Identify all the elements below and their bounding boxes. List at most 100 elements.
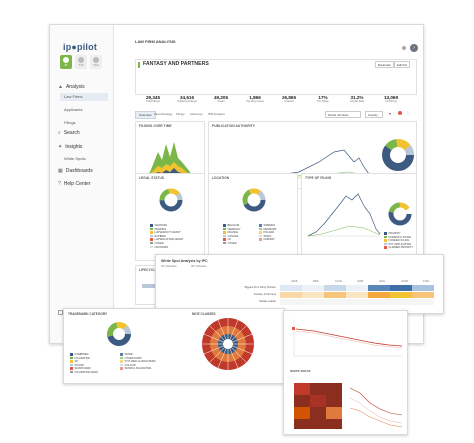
search-icon: ⌕ (58, 130, 61, 136)
sidebar-item-search[interactable]: ⌕ Search (58, 130, 80, 136)
sidebar-item-label: Search (63, 130, 80, 136)
module-ip-icon (63, 57, 69, 63)
white-spot-col-header: H04W (401, 280, 409, 283)
module-ip-label: IP (64, 63, 68, 67)
white-spot-card: White Spot Analysis by IPC IPC Subclass … (155, 254, 444, 314)
white-spot-row-label: Biggest Firm Filing Position (244, 286, 276, 289)
sidebar-item-applicants[interactable]: Applicants (64, 107, 83, 112)
sidebar-item-label: Analysis (65, 84, 85, 90)
panel-title: LIFECYCLE (139, 268, 158, 272)
sidebar-item-dashboards[interactable]: ▦ Dashboards (58, 168, 93, 174)
sidebar-item-law-firms[interactable]: Law Firms (64, 94, 83, 99)
trademark-category-title: TRADEMARK CATEGORY (68, 312, 108, 316)
edit-firm-button[interactable]: Edit firm (394, 61, 411, 68)
location-donut (242, 188, 266, 212)
kpi-granted: 26,865 Granted (281, 95, 297, 103)
trademark-legend-a: COMBINED FIGURATIVE 3D SOUND WORD MARK F… (70, 353, 98, 375)
help-icon: ? (58, 181, 61, 187)
tab-attorneys[interactable]: Attorneys (190, 112, 203, 116)
kpi-published-filings: 34,616 Published Filings (177, 95, 197, 103)
detail-line-chart (292, 319, 403, 357)
grid-icon: ▦ (58, 168, 63, 174)
trademark-charts (107, 318, 254, 370)
alert-icon[interactable] (398, 111, 402, 115)
firm-indicator (138, 62, 140, 68)
panel-legal-status: LEGAL STATUS GRANTED PENDING LAPSED/NOT … (135, 173, 205, 261)
detail-bottom-charts (294, 383, 403, 429)
location-legend-a: BELGIUM GERMANY FRANCE CANADA UK OTHER (223, 224, 241, 246)
user-icon[interactable] (402, 46, 406, 50)
trademark-card: TRADEMARK CATEGORY NICE CLASSES COMBINED (63, 308, 285, 384)
sidebar (50, 25, 114, 343)
sidebar-item-white-spots[interactable]: White Spots (64, 156, 86, 161)
kpi-pending-cases: 1,866 Pending Cases (246, 95, 264, 103)
sidebar-item-label: Insights (65, 144, 83, 150)
period-filter[interactable]: Period: All Years (325, 111, 361, 118)
white-spot-col-header: H01L (379, 280, 386, 283)
kpi-growth-rate: 31.2% Growth Rate (349, 95, 365, 103)
firm-banner (135, 59, 417, 95)
country-filter[interactable]: Country (365, 111, 383, 118)
kpi-total-filings: 29,345 Total Filings (145, 95, 161, 103)
tab-ipr-analysis[interactable]: IPR Analysis (208, 112, 225, 116)
location-legend-b: SWEDEN DENMARK POLAND SPAIN NORWAY (259, 224, 276, 242)
type-filing-legend: PRIORITY DOMESTIC FILING FOREIGN FILING … (384, 232, 413, 250)
white-spot-heatmap (280, 285, 434, 305)
page-header-title: LAW FIRM ANALYSIS (135, 39, 176, 44)
module-tta-label: TTA (78, 63, 84, 67)
sidebar-item-label: Dashboards (65, 168, 93, 174)
chart-icon: ▲ (58, 84, 63, 90)
module-tac-icon (93, 57, 99, 63)
kpi-pct-share: 17% Pct Share (317, 95, 329, 103)
module-tac-label: TAC (93, 63, 99, 67)
panel-title: FILINGS OVER TIME (139, 124, 172, 128)
nice-classes-sunburst (202, 318, 254, 370)
white-spot-row-label: Market Leader (259, 300, 276, 303)
type-filing-chart (307, 193, 412, 237)
white-spot-col-header: G06F (357, 280, 364, 283)
next-arrow-icon[interactable]: › (410, 44, 418, 52)
module-tile-tac[interactable]: TAC (90, 55, 102, 69)
panel-type-of-filing: TYPE OF FILING PRIORITY DOMESTIC FILING … (301, 173, 417, 261)
kpi-us-filings: 13,069 US Filings (383, 95, 399, 103)
tab-overview[interactable]: Overview (135, 111, 156, 119)
firm-name: FANTASY AND PARTNERS (143, 61, 209, 67)
legal-status-donut (159, 188, 183, 212)
sidebar-item-analysis[interactable]: ▲ Analysis (58, 84, 85, 90)
sidebar-item-insights[interactable]: ✦ Insights (58, 144, 82, 150)
sidebar-item-filings[interactable]: Filings (64, 120, 76, 125)
panel-title: LEGAL STATUS (139, 176, 165, 180)
white-spot-title: White Spot Analysis by IPC (161, 259, 208, 263)
module-tile-tta[interactable]: TTA (75, 55, 87, 69)
panel-location: LOCATION BELGIUM GERMANY FRANCE CANADA U… (208, 173, 298, 261)
module-tta-icon (78, 57, 84, 63)
sidebar-item-label: Help Center (63, 181, 91, 187)
main-window: ip●pilot IP TTA TAC ▲ Analysis Law Firms… (49, 24, 424, 344)
app-logo[interactable]: ip●pilot (63, 42, 98, 52)
sidebar-footer-icon[interactable] (58, 310, 63, 315)
filter-icon[interactable]: ▾ (389, 111, 392, 116)
bookmark-button[interactable]: Bookmark (375, 61, 394, 68)
white-spot-col-header: C12N (335, 280, 342, 283)
white-spot-subtitle-b: IPC Subclass (191, 265, 207, 268)
more-icon[interactable]: ⋮ (406, 110, 410, 115)
kpi-cases: 49,205 Cases (213, 95, 229, 103)
panel-title: TYPE OF FILING (305, 176, 332, 180)
white-spot-col-header: F16H (423, 280, 430, 283)
module-tile-ip[interactable]: IP (60, 55, 72, 69)
tab-filed-strategy[interactable]: Filed Strategy (154, 112, 173, 116)
nice-classes-title: NICE CLASSES (192, 312, 216, 316)
lightbulb-icon: ✦ (58, 144, 63, 150)
detail-subtitle: WHITE SPACE (290, 369, 311, 373)
legal-status-legend: GRANTED PENDING LAPSED/NOT GRANT EXPIRED… (150, 224, 184, 249)
white-spot-col-header: B60L (313, 280, 320, 283)
white-spot-row-label: Fantasy & Partners (253, 293, 276, 296)
panel-title: PUBLICATION AUTHORITY (212, 124, 256, 128)
sidebar-item-help-center[interactable]: ? Help Center (58, 181, 90, 187)
sidebar-active-highlight (60, 93, 108, 101)
panel-title: LOCATION (212, 176, 230, 180)
tab-filings[interactable]: Filings (176, 112, 185, 116)
detail-card: WHITE SPACE (283, 310, 408, 435)
trademark-legend-b: WORD OTHER MARK STYLIZED CHARACTERS COLO… (120, 353, 156, 371)
white-spot-subtitle-a: IPC Subclass (161, 265, 177, 268)
